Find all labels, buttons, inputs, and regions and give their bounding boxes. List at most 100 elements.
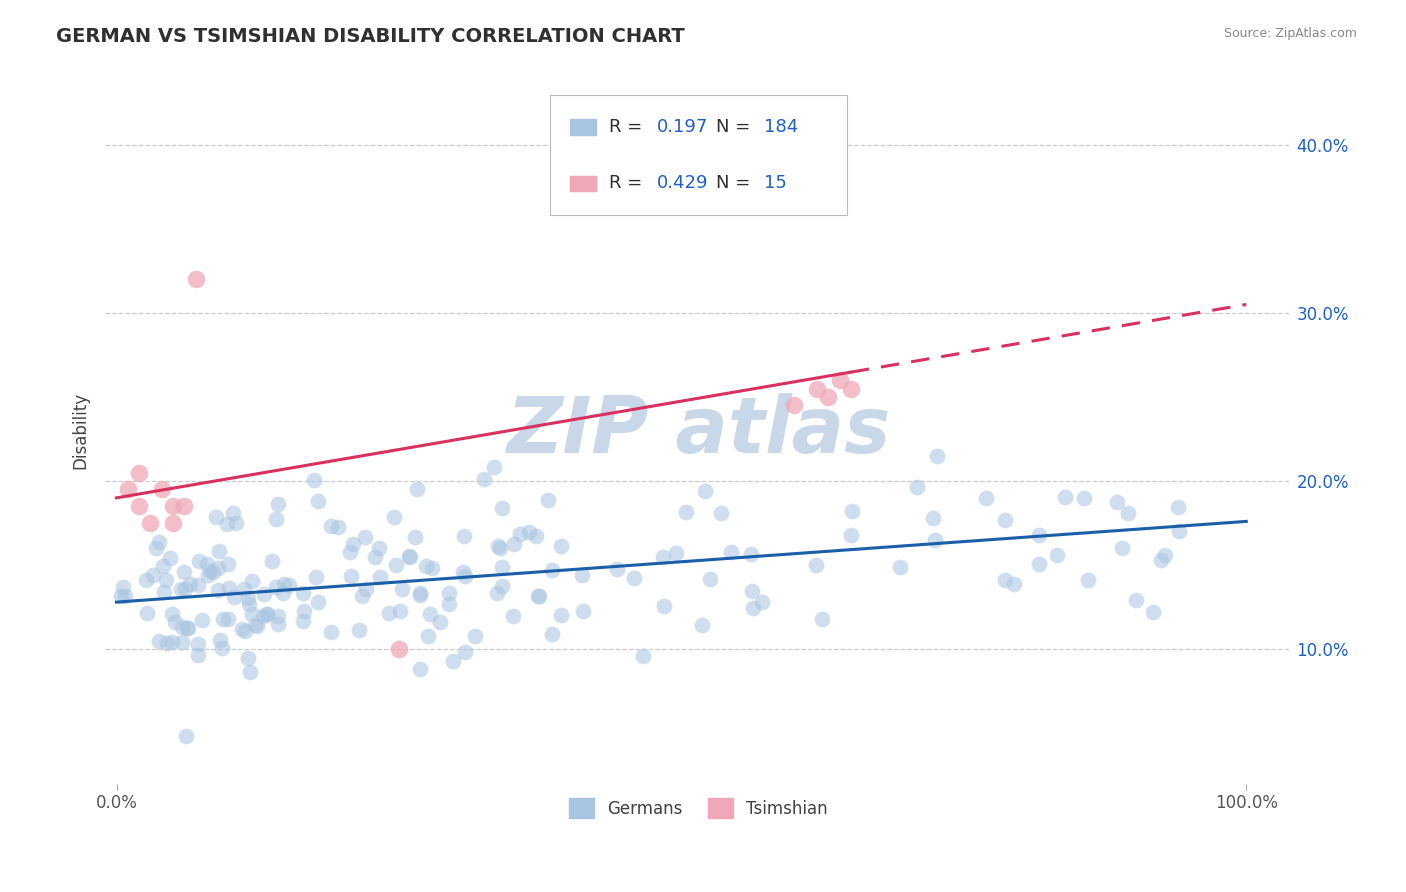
Point	[491, 560, 513, 574]
Point	[236, 591, 259, 605]
Point	[240, 607, 263, 621]
Point	[187, 578, 209, 592]
Point	[217, 612, 239, 626]
Point	[155, 573, 177, 587]
Point	[211, 641, 233, 656]
Point	[454, 569, 477, 583]
Text: N =: N =	[716, 174, 756, 193]
Point	[162, 635, 184, 649]
Point	[128, 466, 150, 480]
Point	[225, 516, 247, 531]
Point	[690, 617, 713, 632]
Point	[889, 560, 911, 574]
Point	[1107, 495, 1129, 509]
Point	[839, 527, 862, 541]
Point	[1028, 528, 1050, 542]
Text: R =: R =	[609, 118, 648, 136]
Point	[1125, 592, 1147, 607]
Point	[212, 612, 235, 626]
Point	[252, 609, 274, 624]
Text: 0.429: 0.429	[657, 174, 709, 193]
Point	[994, 513, 1017, 527]
Point	[699, 572, 721, 586]
Point	[292, 585, 315, 599]
Point	[114, 589, 136, 603]
Point	[537, 492, 560, 507]
Point	[340, 568, 363, 582]
Point	[527, 589, 550, 603]
Point	[135, 573, 157, 587]
Point	[839, 382, 862, 396]
Point	[828, 373, 851, 387]
Point	[720, 544, 742, 558]
Point	[364, 549, 387, 564]
Point	[148, 633, 170, 648]
Point	[222, 506, 245, 520]
Point	[1153, 548, 1175, 562]
Point	[464, 629, 486, 643]
Point	[110, 589, 132, 603]
Point	[817, 390, 839, 404]
Point	[233, 624, 256, 639]
Point	[260, 554, 283, 568]
Point	[974, 491, 997, 505]
Point	[187, 648, 209, 663]
Point	[224, 591, 246, 605]
Point	[156, 636, 179, 650]
Point	[159, 551, 181, 566]
Y-axis label: Disability: Disability	[72, 392, 89, 469]
Point	[502, 609, 524, 624]
Point	[368, 541, 391, 556]
Point	[409, 588, 432, 602]
Point	[342, 537, 364, 551]
Point	[184, 272, 207, 286]
Text: N =: N =	[716, 118, 756, 136]
Point	[170, 582, 193, 596]
Text: ZIP atlas: ZIP atlas	[506, 392, 890, 468]
Point	[238, 597, 260, 611]
Point	[135, 606, 157, 620]
Point	[208, 543, 231, 558]
Point	[319, 518, 342, 533]
Point	[142, 568, 165, 582]
Point	[245, 619, 267, 633]
Point	[328, 520, 350, 534]
FancyBboxPatch shape	[550, 95, 846, 215]
Point	[550, 539, 572, 553]
Point	[486, 540, 509, 554]
Point	[208, 632, 231, 647]
Point	[150, 483, 173, 497]
Point	[1116, 506, 1139, 520]
Point	[526, 529, 548, 543]
Point	[190, 613, 212, 627]
Point	[398, 549, 420, 563]
Point	[187, 554, 209, 568]
Point	[271, 585, 294, 599]
Point	[240, 574, 263, 588]
Point	[163, 615, 186, 630]
Point	[347, 623, 370, 637]
Point	[804, 558, 827, 572]
Point	[652, 599, 675, 614]
Point	[152, 558, 174, 573]
Point	[217, 558, 239, 572]
Point	[517, 524, 540, 539]
Point	[742, 600, 765, 615]
Point	[453, 528, 475, 542]
Text: GERMAN VS TSIMSHIAN DISABILITY CORRELATION CHART: GERMAN VS TSIMSHIAN DISABILITY CORRELATI…	[56, 27, 685, 45]
Point	[550, 607, 572, 622]
Point	[925, 450, 948, 464]
Point	[321, 625, 343, 640]
Point	[841, 504, 863, 518]
Point	[489, 541, 512, 555]
Point	[128, 500, 150, 514]
Point	[174, 582, 197, 596]
Text: 0.197: 0.197	[657, 118, 709, 136]
Point	[439, 597, 461, 611]
Point	[162, 516, 184, 530]
Point	[201, 565, 224, 579]
Point	[236, 651, 259, 665]
Point	[243, 617, 266, 632]
Point	[207, 582, 229, 597]
Point	[540, 627, 562, 641]
